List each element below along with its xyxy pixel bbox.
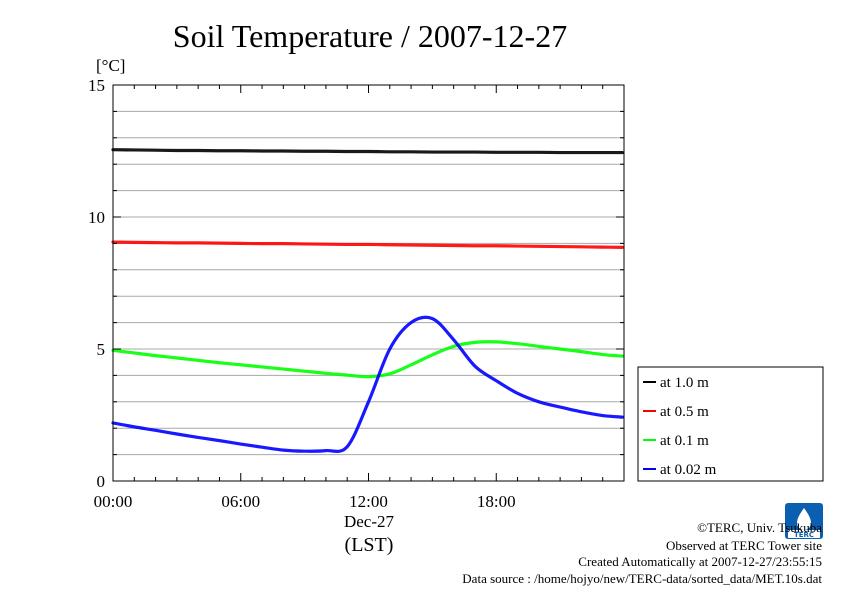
y-tick-label: 0 [97,472,106,491]
x-tick-label: 18:00 [477,492,516,511]
series-lines [111,148,624,454]
legend-label-1: at 0.5 m [660,404,709,420]
water-drop-icon [797,508,811,530]
footer-created: Created Automatically at 2007-12-27/23:5… [578,554,822,569]
legend-label-0: at 1.0 m [660,375,709,391]
logo-text: TERC [794,531,814,539]
x-axis-date-label: Dec-27 [344,512,395,531]
legend: at 1.0 m at 0.5 m at 0.1 m at 0.02 m [637,366,824,482]
plot-area-frame [112,84,625,482]
x-tick-label: 12:00 [349,492,388,511]
series-line-3 [111,315,624,454]
legend-frame [637,366,824,482]
y-axis-unit-label: [°C] [96,56,125,75]
x-tick-label: 06:00 [221,492,260,511]
y-axis-ticks: 0 5 10 15 [88,76,624,491]
footer-site: Observed at TERC Tower site [666,538,822,553]
footer-credit: ©TERC, Univ. Tsukuba [697,520,822,535]
footer-source: Data source : /home/hojyo/new/TERC-data/… [462,571,822,586]
series-line-0 [111,148,624,155]
x-axis-title: (LST) [345,534,394,556]
gridlines [113,110,624,456]
chart-title: Soil Temperature / 2007-12-27 [173,18,567,54]
terc-logo: TERC [785,503,823,539]
series-line-2 [111,340,624,379]
y-tick-label: 15 [88,76,105,95]
logo-text-band [788,530,820,538]
series-line-1 [111,240,624,249]
x-tick-label: 00:00 [94,492,133,511]
x-axis-ticks: 00:00 06:00 12:00 18:00 [94,85,604,511]
y-tick-label: 10 [88,208,105,227]
legend-label-3: at 0.02 m [660,462,717,478]
y-tick-label: 5 [97,340,106,359]
legend-label-2: at 0.1 m [660,433,709,449]
